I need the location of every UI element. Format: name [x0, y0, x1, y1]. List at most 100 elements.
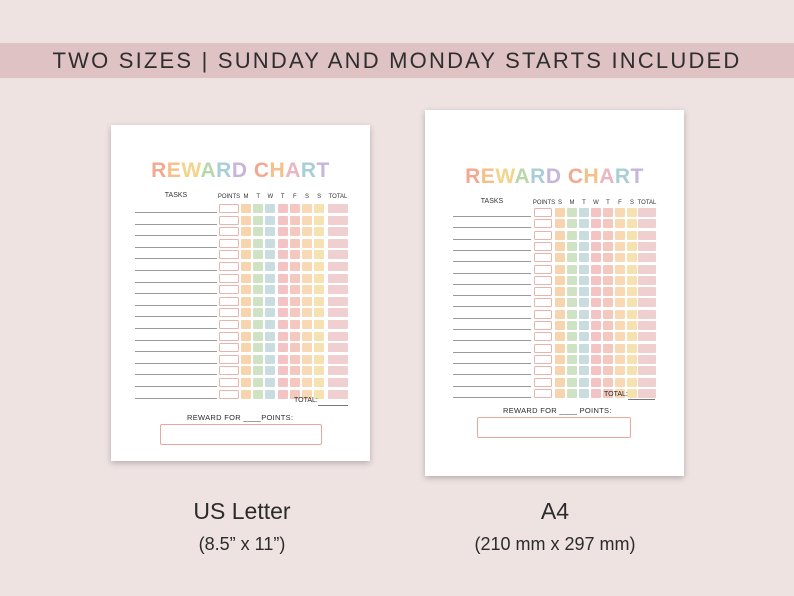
day-cell [603, 298, 613, 308]
day-cell [277, 320, 288, 329]
title-letter: C [567, 165, 584, 188]
task-line [453, 295, 531, 297]
total-cell [638, 354, 656, 364]
day-cell [265, 366, 276, 376]
day-cell [579, 275, 589, 285]
day-cell [615, 253, 625, 263]
day-cell [627, 321, 637, 330]
day-cell [253, 204, 264, 213]
day-cell [241, 320, 251, 329]
day-cell [265, 215, 276, 225]
points-box [219, 366, 239, 376]
day-header: M [243, 194, 249, 200]
day-cell [627, 230, 637, 240]
day-cell [253, 389, 264, 399]
task-line [453, 385, 531, 387]
total-cell [638, 321, 656, 330]
day-cell [627, 219, 637, 229]
day-cell [302, 227, 312, 237]
day-cell [555, 241, 565, 251]
day-cell [555, 253, 565, 263]
tasks-header: TASKS [480, 198, 504, 205]
total-cell [638, 388, 656, 398]
points-box [219, 227, 239, 237]
total-cell [328, 389, 348, 399]
day-cell [579, 241, 589, 251]
day-cell [603, 208, 613, 217]
title-letter: H [583, 165, 600, 188]
day-cell [265, 378, 276, 387]
points-box [219, 273, 239, 283]
total-cell [328, 285, 348, 295]
a4-size: (210 mm x 297 mm) [474, 534, 636, 554]
total-cell [328, 204, 348, 213]
day-cell [277, 238, 288, 248]
day-cell [253, 250, 264, 260]
day-cell [314, 273, 325, 283]
day-cell [289, 250, 300, 260]
points-box [219, 389, 239, 399]
title-letter: A [599, 165, 615, 188]
day-cell [615, 366, 625, 376]
day-cell [627, 264, 637, 274]
day-header: W [593, 200, 599, 206]
day-cell [627, 208, 637, 217]
day-cell [314, 250, 325, 260]
day-cell [627, 298, 637, 308]
day-cell [555, 354, 565, 364]
title-letter: H [269, 159, 286, 182]
title-letter: T [630, 165, 644, 188]
day-cell [603, 230, 613, 240]
day-cell [289, 343, 300, 353]
day-cell [289, 354, 300, 364]
day-cell [277, 366, 288, 376]
day-header: W [267, 194, 274, 200]
day-cell [603, 275, 613, 285]
day-cell [591, 241, 601, 251]
day-cell [253, 227, 264, 237]
day-cell [253, 215, 264, 225]
title-letter: W [181, 159, 201, 182]
task-line [453, 227, 531, 229]
day-cell [603, 377, 613, 387]
day-cell [555, 332, 565, 342]
day-cell [241, 354, 251, 364]
points-box [534, 287, 552, 297]
day-cell [591, 343, 601, 353]
tasks-header: TASKS [164, 192, 188, 199]
day-cell [591, 208, 601, 217]
task-line [135, 386, 217, 387]
total-cell [328, 378, 348, 387]
day-header: T [256, 194, 261, 200]
day-cell [615, 298, 625, 308]
day-cell [302, 238, 312, 248]
total-cell [328, 354, 348, 364]
day-cell [277, 296, 288, 306]
day-cell [241, 262, 251, 271]
task-line [135, 328, 217, 329]
day-cell [314, 343, 325, 353]
title-letter: R [614, 165, 631, 188]
day-cell [555, 388, 565, 398]
day-cell [289, 262, 300, 271]
day-header: S [629, 200, 634, 206]
day-cell [567, 208, 577, 217]
day-cell [567, 354, 577, 364]
day-cell [591, 230, 601, 240]
day-cell [265, 227, 276, 237]
day-cell [302, 343, 312, 353]
points-box [534, 332, 552, 342]
day-cell [615, 321, 625, 330]
total-cell [638, 208, 656, 217]
day-cell [241, 215, 251, 225]
task-line [135, 339, 217, 341]
points-box [219, 296, 239, 306]
points-box [534, 208, 552, 217]
title-letter: D [545, 165, 562, 188]
day-cell [603, 343, 613, 353]
total-cell [328, 320, 348, 329]
day-cell [253, 331, 264, 341]
day-cell [555, 298, 565, 308]
reward-chart-title: REWARD CHART [111, 159, 370, 183]
day-cell [289, 204, 300, 213]
